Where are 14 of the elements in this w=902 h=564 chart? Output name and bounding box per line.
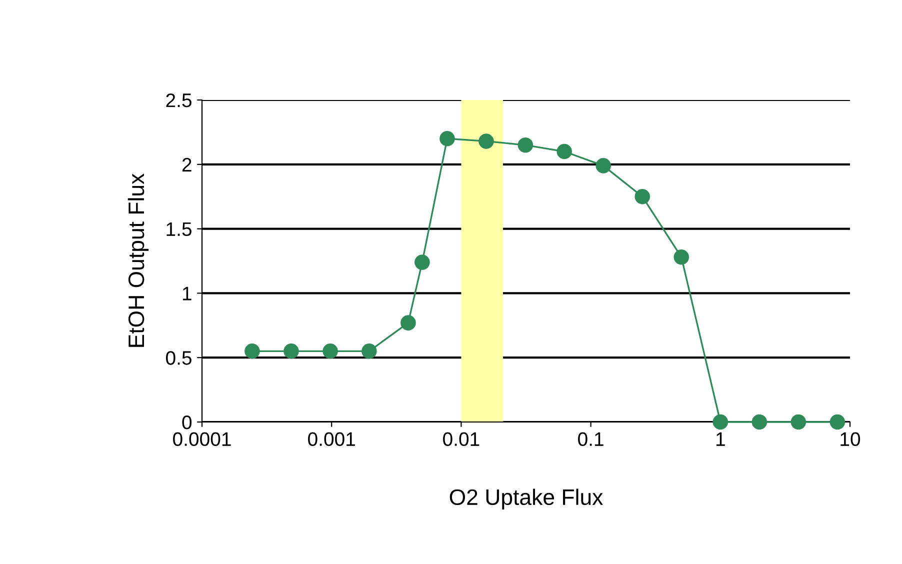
x-tick-label: 10 bbox=[840, 432, 860, 446]
x-tick-label: 0.001 bbox=[308, 432, 355, 446]
x-tick-label: 0.01 bbox=[443, 432, 480, 446]
y-axis-title: EtOH Output Flux bbox=[128, 174, 149, 347]
x-tick-label: 0.1 bbox=[578, 432, 604, 446]
y-tick-label: 2 bbox=[182, 158, 192, 172]
x-tick-label: 0.0001 bbox=[173, 432, 231, 446]
y-tick-label: 0 bbox=[182, 415, 192, 430]
y-tick-label: 0.5 bbox=[166, 351, 192, 365]
y-tick-label: 1 bbox=[182, 286, 192, 300]
y-tick-label: 2.5 bbox=[166, 93, 192, 108]
x-tick-label: 1 bbox=[716, 432, 725, 446]
x-axis-title: O2 Uptake Flux bbox=[450, 488, 603, 510]
y-tick-label: 1.5 bbox=[166, 222, 192, 236]
